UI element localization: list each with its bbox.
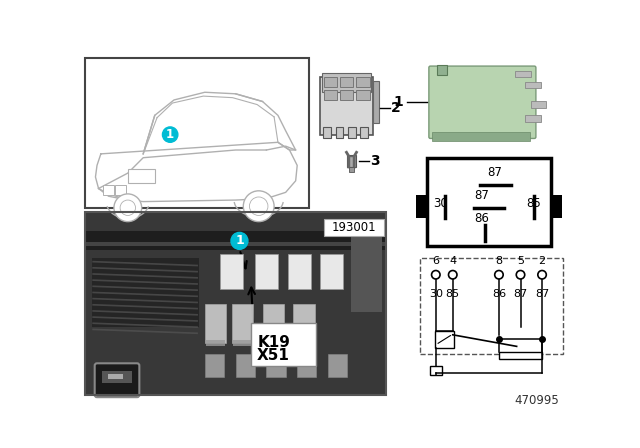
Bar — [515, 71, 531, 77]
Bar — [320, 77, 372, 134]
Bar — [323, 127, 331, 138]
Bar — [328, 354, 348, 377]
Bar — [429, 366, 442, 375]
Bar — [220, 254, 243, 289]
Text: 4: 4 — [449, 255, 456, 266]
Circle shape — [431, 271, 440, 279]
Bar — [372, 81, 379, 123]
Text: 8: 8 — [495, 255, 502, 266]
Bar — [264, 340, 283, 346]
Bar — [103, 185, 114, 195]
Bar — [340, 90, 353, 100]
Text: 3: 3 — [371, 154, 380, 168]
Text: 5: 5 — [517, 255, 524, 266]
Circle shape — [231, 233, 248, 250]
Bar — [525, 82, 541, 88]
Circle shape — [163, 127, 178, 142]
Text: 30: 30 — [433, 198, 447, 211]
Bar — [108, 374, 123, 379]
Text: 193001: 193001 — [332, 220, 376, 233]
Bar — [86, 58, 308, 208]
Circle shape — [538, 271, 547, 279]
FancyBboxPatch shape — [429, 66, 536, 138]
Bar — [420, 258, 563, 354]
Bar — [436, 65, 447, 75]
Bar — [322, 73, 371, 92]
Text: 86: 86 — [474, 212, 489, 225]
Bar — [499, 352, 542, 359]
Bar — [262, 304, 284, 343]
Bar — [320, 254, 344, 289]
Bar — [360, 127, 368, 138]
Bar — [356, 77, 369, 87]
Bar — [206, 340, 225, 346]
Bar — [551, 195, 562, 218]
Text: 87: 87 — [488, 166, 502, 179]
Text: 87: 87 — [513, 289, 527, 299]
Bar — [336, 127, 344, 138]
Circle shape — [120, 200, 136, 215]
Text: 85: 85 — [445, 289, 460, 299]
Bar — [234, 340, 252, 346]
Text: 470995: 470995 — [515, 394, 559, 407]
Circle shape — [114, 194, 141, 222]
Bar — [324, 220, 384, 236]
Bar — [86, 242, 386, 246]
Bar — [128, 169, 155, 183]
Text: 1: 1 — [235, 234, 244, 247]
Bar — [255, 254, 278, 289]
Bar — [288, 254, 311, 289]
Text: 85: 85 — [527, 198, 541, 211]
Bar — [205, 354, 224, 377]
Bar — [340, 77, 353, 87]
Bar — [86, 211, 386, 395]
Bar — [105, 372, 128, 378]
Bar — [427, 158, 551, 246]
Bar — [251, 323, 316, 366]
Circle shape — [250, 197, 268, 215]
Text: 86: 86 — [492, 289, 506, 299]
Text: X51: X51 — [257, 348, 290, 363]
Bar — [348, 127, 356, 138]
Text: 30: 30 — [429, 289, 443, 299]
Bar — [351, 235, 382, 312]
Bar — [525, 115, 541, 121]
Bar — [266, 354, 285, 377]
Bar — [531, 102, 546, 108]
Circle shape — [516, 271, 525, 279]
Text: 87: 87 — [474, 190, 489, 202]
Text: 1: 1 — [394, 95, 403, 109]
Bar — [115, 185, 126, 195]
Circle shape — [495, 271, 503, 279]
Bar — [92, 258, 200, 327]
Text: 2: 2 — [391, 101, 401, 115]
Bar — [205, 304, 227, 343]
Bar — [86, 231, 386, 250]
Circle shape — [449, 271, 457, 279]
Text: 6: 6 — [432, 255, 439, 266]
Bar — [324, 90, 337, 100]
Bar — [349, 167, 354, 172]
Bar — [236, 354, 255, 377]
Bar — [324, 77, 337, 87]
Bar — [435, 331, 454, 348]
Bar — [102, 371, 132, 383]
Bar — [232, 304, 253, 343]
Bar — [86, 211, 386, 395]
FancyBboxPatch shape — [95, 363, 140, 397]
Text: 1: 1 — [166, 128, 174, 141]
Circle shape — [243, 191, 274, 222]
Bar — [348, 155, 356, 167]
Bar — [432, 132, 530, 141]
Bar — [356, 90, 369, 100]
Bar — [293, 304, 315, 343]
Text: 2: 2 — [538, 255, 546, 266]
Bar — [295, 340, 314, 346]
Bar — [416, 195, 427, 218]
Bar — [297, 354, 316, 377]
Text: K19: K19 — [257, 335, 290, 350]
Text: 87: 87 — [535, 289, 549, 299]
